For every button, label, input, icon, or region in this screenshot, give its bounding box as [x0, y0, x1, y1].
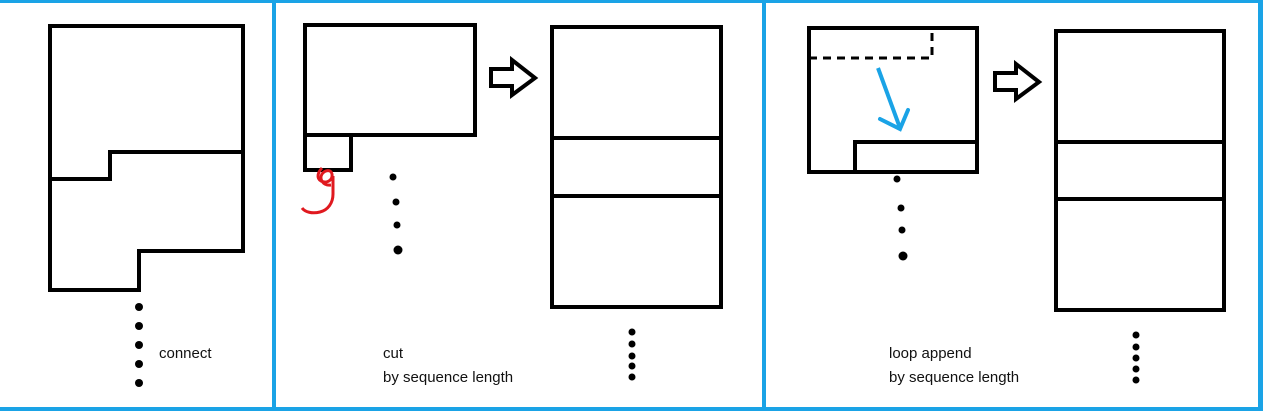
dot	[1132, 343, 1140, 351]
panel-loop-append	[807, 26, 1226, 384]
source-block	[303, 23, 477, 137]
caption-connect: connect	[159, 342, 212, 366]
dot	[135, 341, 143, 349]
remainder-piece	[303, 133, 353, 172]
dot	[628, 340, 636, 348]
dot	[628, 352, 636, 360]
dot	[1132, 365, 1140, 373]
loop-source-block	[807, 26, 979, 174]
caption-line: connect	[159, 345, 212, 362]
connected-block-outline	[48, 24, 245, 292]
frame-top-line	[0, 0, 1263, 3]
dot	[135, 303, 143, 311]
continuation-dots-left	[893, 175, 908, 261]
panel-divider-right	[1258, 0, 1263, 411]
continuation-dots-left	[389, 173, 403, 255]
frame-bottom-line	[0, 407, 1263, 411]
appended-region	[853, 140, 979, 174]
right-arrow-icon	[489, 55, 539, 99]
dot	[628, 362, 636, 370]
panel-connect	[48, 24, 245, 387]
copied-region-dashed	[809, 28, 934, 60]
dot	[1132, 354, 1140, 362]
caption-cut: cut by sequence length	[383, 342, 513, 390]
caption-line: loop append	[889, 345, 972, 362]
continuation-dots	[135, 303, 143, 387]
connect-seam-line	[50, 150, 243, 181]
dot	[389, 173, 397, 181]
dot	[393, 221, 401, 229]
dot	[135, 379, 143, 387]
caption-line: by sequence length	[383, 369, 514, 386]
caption-line: cut	[383, 345, 404, 362]
loop-result-stack	[1054, 29, 1226, 312]
dot	[1132, 331, 1140, 339]
dot	[135, 322, 143, 330]
arrow-shaft	[876, 67, 902, 129]
dot	[898, 226, 906, 234]
arrow-head	[878, 108, 910, 132]
continuation-dots-right	[628, 328, 636, 381]
continuation-dots-right	[1132, 331, 1140, 384]
caption-loop-append: loop append by sequence length	[889, 342, 1019, 390]
caption-line: by sequence length	[889, 369, 1020, 386]
dot	[897, 204, 905, 212]
dot	[135, 360, 143, 368]
dot	[628, 328, 636, 336]
down-arrow-icon	[876, 67, 910, 132]
cut-result-stack	[550, 25, 723, 309]
scribble-mark	[300, 166, 335, 215]
dot	[628, 373, 636, 381]
panel-divider-2	[762, 0, 766, 411]
dot	[393, 245, 403, 255]
dot	[893, 175, 901, 183]
right-arrow-icon	[993, 59, 1043, 103]
panel-divider-1	[272, 0, 276, 411]
dot	[898, 251, 908, 261]
panel-cut	[300, 23, 723, 381]
dot	[392, 198, 400, 206]
dot	[1132, 376, 1140, 384]
